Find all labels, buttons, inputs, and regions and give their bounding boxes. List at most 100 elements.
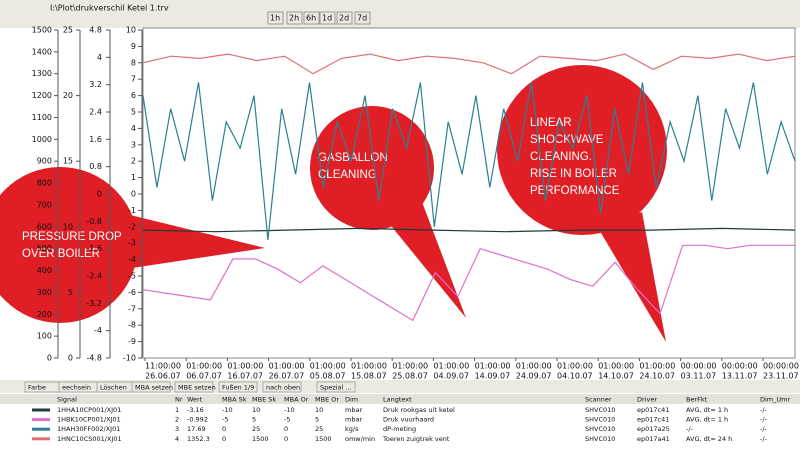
signal-swatch (32, 418, 50, 422)
y-tick-label: -1 (128, 206, 136, 215)
column-header: MBA Sk (222, 396, 247, 404)
y-tick-label: 300 (37, 288, 52, 297)
y-tick-label: -2.4 (86, 272, 102, 281)
y-tick-label: 4.8 (89, 26, 102, 35)
time-button[interactable] (319, 11, 336, 25)
button-label: MBA setzen (135, 384, 173, 392)
plot-area (142, 27, 796, 359)
column-header: Nr (175, 396, 183, 404)
time-button[interactable] (267, 11, 284, 25)
table-cell: mbar (345, 416, 362, 424)
table-cell: -10 (222, 406, 233, 414)
y-tick-label: -6 (128, 288, 136, 297)
date-label: 16.07.07 (227, 372, 263, 381)
y-tick-label: -3.2 (86, 299, 102, 308)
table-cell: 1 (175, 406, 179, 414)
signal-swatch (32, 408, 50, 412)
table-cell: 3 (175, 425, 179, 433)
button[interactable] (218, 381, 258, 393)
y-tick-label: 15 (63, 157, 73, 166)
table-cell: 25 (315, 425, 323, 433)
table-cell: 1HBK10CP001/XJ01 (57, 416, 121, 424)
date-label: 14.09.07 (475, 372, 511, 381)
date-label: 05.08.07 (310, 372, 346, 381)
time-label: 00:00:00 (722, 362, 758, 371)
time-button-label: 1h (270, 14, 280, 23)
time-button-label: 1d (322, 14, 332, 23)
table-cell: AVG, dt= 24 h (686, 435, 732, 443)
table-cell: AVG, dt= 1 h (686, 416, 728, 424)
y-tick-label: 25 (63, 26, 73, 35)
date-label: 04.09.07 (433, 372, 469, 381)
table-header (0, 394, 800, 404)
table-cell: 1352.3 (187, 435, 210, 443)
table-cell: -5 (222, 416, 228, 424)
y-tick-label: 0.8 (89, 162, 102, 171)
table-cell: ep017c41 (637, 406, 669, 414)
y-tick-label: 1200 (32, 91, 52, 100)
y-tick-label: 2.4 (89, 108, 102, 117)
time-label: 01:00:00 (351, 362, 387, 371)
y-tick-label: 0 (131, 190, 136, 199)
time-button[interactable] (303, 11, 320, 25)
time-label: 01:00:00 (269, 362, 305, 371)
callout-bubble (497, 65, 667, 235)
y-tick-label: -4 (94, 326, 102, 335)
column-header: Dim_Umr (760, 396, 790, 404)
callout-tail (388, 202, 466, 318)
y-tick-label: -8 (128, 321, 136, 330)
y-tick-label: 4 (97, 53, 102, 62)
y-tick-label: -4 (128, 255, 136, 264)
trace (142, 82, 796, 240)
column-header: Langtext (383, 396, 412, 404)
column-header: Signal (57, 396, 77, 404)
y-tick-label: 9 (131, 42, 136, 51)
y-tick-label: 1000 (32, 135, 52, 144)
time-button[interactable] (286, 11, 303, 25)
time-label: 01:00:00 (227, 362, 263, 371)
y-tick-label: 0 (68, 354, 73, 363)
y-tick-label: 3 (131, 140, 136, 149)
callout-text: PRESSURE DROP (22, 231, 122, 243)
button[interactable] (316, 381, 356, 393)
toolbar (0, 0, 800, 28)
table-cell: -3.16 (187, 406, 204, 414)
callout-tail (598, 212, 666, 342)
table-cell: 10 (315, 406, 323, 414)
button-label: Spezial ... (320, 384, 352, 392)
table-cell: 0 (222, 425, 226, 433)
date-label: 03.11.07 (681, 372, 717, 381)
y-tick-label: 1100 (32, 113, 52, 122)
time-label: 01:00:00 (433, 362, 469, 371)
y-tick-label: 100 (37, 332, 52, 341)
date-label: 04.10.07 (557, 372, 593, 381)
time-button[interactable] (354, 11, 371, 25)
y-tick-label: -7 (128, 304, 136, 313)
table-cell: 1500 (315, 435, 332, 443)
table-cell: 5 (315, 416, 319, 424)
y-tick-label: 8 (131, 58, 136, 67)
y-tick-label: -10 (123, 354, 136, 363)
y-tick-label: 10 (126, 26, 136, 35)
y-tick-label: 3.2 (89, 80, 102, 89)
callout-text: SHOCKWAVE (530, 134, 604, 146)
column-header: Dim (345, 396, 358, 404)
time-button[interactable] (336, 11, 353, 25)
column-header: MBE Or (315, 396, 339, 404)
button[interactable] (174, 381, 214, 393)
y-tick-label: 2 (131, 157, 136, 166)
y-tick-label: 900 (37, 157, 52, 166)
table-cell: -/- (760, 435, 768, 443)
y-tick-label: 5 (131, 108, 136, 117)
button[interactable] (131, 381, 171, 393)
time-label: 01:00:00 (516, 362, 552, 371)
y-tick-label: 20 (63, 91, 73, 100)
table-cell: 2 (175, 416, 179, 424)
table-cell: ep017a25 (637, 425, 670, 433)
y-tick-label: 4 (131, 124, 136, 133)
button-label: nach oben (266, 384, 300, 392)
time-button-label: 7d (357, 14, 367, 23)
date-label: 24.09.07 (516, 372, 552, 381)
button[interactable] (262, 381, 302, 393)
